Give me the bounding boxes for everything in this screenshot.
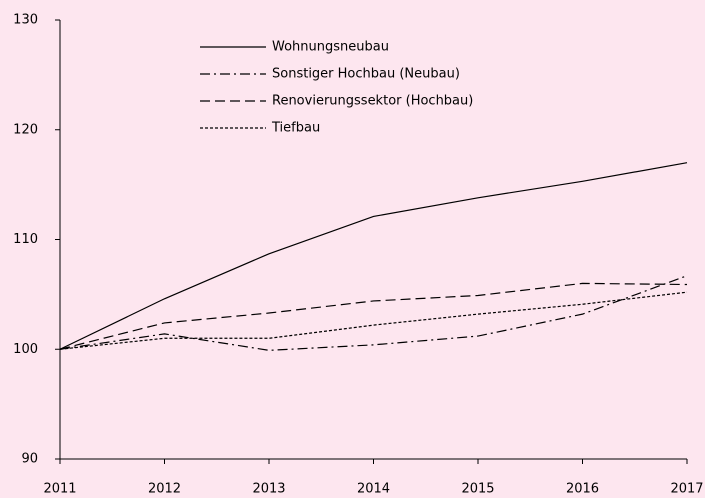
legend-label: Wohnungsneubau (272, 40, 389, 55)
x-tick-label: 2011 (43, 482, 76, 497)
legend-label: Renovierungssektor (Hochbau) (272, 94, 473, 109)
x-tick-label: 2012 (148, 482, 181, 497)
x-tick-label: 2015 (461, 482, 494, 497)
x-tick-label: 2014 (357, 482, 390, 497)
series-line (59, 275, 688, 351)
series-line (59, 282, 688, 350)
legend-label: Tiefbau (271, 121, 320, 136)
y-tick-label: 120 (13, 122, 38, 137)
x-tick-label: 2013 (252, 482, 285, 497)
y-tick-label: 130 (13, 13, 38, 28)
legend-label: Sonstiger Hochbau (Neubau) (272, 67, 460, 82)
series-line (59, 291, 688, 350)
x-tick-label: 2016 (566, 482, 599, 497)
series-line (59, 162, 688, 350)
y-tick-label: 90 (21, 452, 38, 467)
x-tick-label: 2017 (670, 482, 703, 497)
y-tick-label: 110 (13, 232, 38, 247)
y-tick-label: 100 (13, 342, 38, 357)
